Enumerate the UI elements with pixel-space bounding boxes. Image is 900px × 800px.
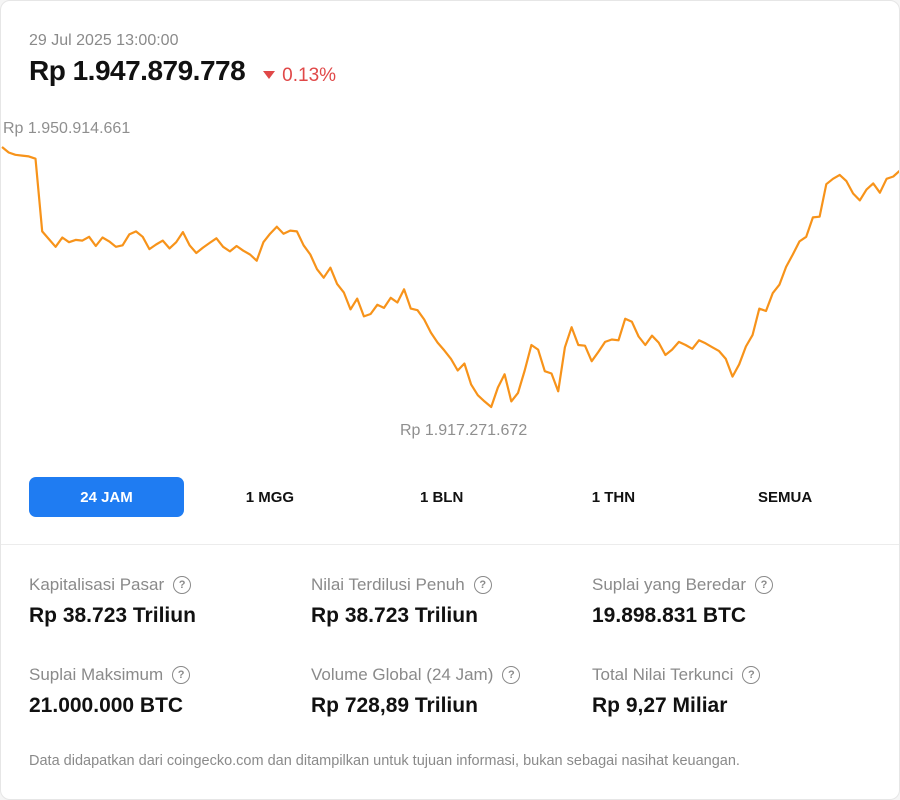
stat-value: 19.898.831 BTC (592, 604, 747, 627)
tab-1-thn[interactable]: 1 THN (591, 488, 636, 506)
help-icon[interactable]: ? (755, 576, 774, 594)
stat-value: 21.000.000 BTC (29, 694, 184, 717)
stat-value: Rp 38.723 Triliun (29, 604, 196, 627)
price-chart-svg (1, 146, 899, 409)
range-tabs: 24 JAM 1 MGG 1 BLN 1 THN SEMUA (29, 477, 871, 517)
stat-label: Suplai yang Beredar (592, 575, 747, 594)
stat-value: Rp 728,89 Triliun (311, 694, 478, 717)
stat-global-volume: Volume Global (24 Jam)? Rp 728,89 Triliu… (311, 665, 581, 718)
tab-1-bln[interactable]: 1 BLN (419, 488, 464, 506)
price-change: 0.13% (263, 65, 336, 87)
stat-label: Kapitalisasi Pasar (29, 575, 165, 594)
disclaimer-text: Data didapatkan dari coingecko.com dan d… (29, 753, 740, 769)
chart-high-label: Rp 1.950.914.661 (3, 120, 131, 137)
help-icon[interactable]: ? (502, 666, 521, 684)
stat-fully-diluted: Nilai Terdilusi Penuh? Rp 38.723 Triliun (311, 575, 581, 628)
caret-down-icon (263, 71, 276, 79)
stat-label: Total Nilai Terkunci (592, 665, 734, 684)
stat-value: Rp 9,27 Miliar (592, 694, 728, 717)
tab-24-jam[interactable]: 24 JAM (29, 477, 184, 517)
current-price: Rp 1.947.879.778 (29, 55, 246, 86)
stat-max-supply: Suplai Maksimum? 21.000.000 BTC (29, 665, 299, 718)
stat-total-value-locked: Total Nilai Terkunci? Rp 9,27 Miliar (592, 665, 862, 718)
stat-market-cap: Kapitalisasi Pasar? Rp 38.723 Triliun (29, 575, 299, 628)
help-icon[interactable]: ? (473, 576, 492, 594)
divider (1, 544, 899, 545)
stat-label: Volume Global (24 Jam) (311, 665, 494, 684)
stat-label: Suplai Maksimum (29, 665, 164, 684)
price-line (1, 146, 899, 409)
price-change-value: 0.13% (282, 65, 337, 86)
price-chart[interactable]: Rp 1.950.914.661 Rp 1.917.271.672 (1, 111, 899, 451)
stat-value: Rp 38.723 Triliun (311, 604, 478, 627)
help-icon[interactable]: ? (173, 576, 192, 594)
stat-label: Nilai Terdilusi Penuh (311, 575, 465, 594)
price-row: Rp 1.947.879.778 0.13% (29, 55, 336, 87)
price-timestamp: 29 Jul 2025 13:00:00 (29, 32, 179, 49)
chart-low-label: Rp 1.917.271.672 (400, 422, 528, 439)
tab-1-mgg[interactable]: 1 MGG (245, 488, 295, 506)
help-icon[interactable]: ? (172, 666, 191, 684)
stat-circulating-supply: Suplai yang Beredar? 19.898.831 BTC (592, 575, 862, 628)
tab-semua[interactable]: SEMUA (758, 488, 813, 506)
help-icon[interactable]: ? (742, 666, 761, 684)
